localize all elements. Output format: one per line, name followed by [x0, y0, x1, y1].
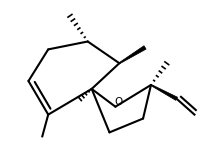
Polygon shape: [119, 46, 146, 64]
Polygon shape: [151, 84, 178, 100]
Text: O: O: [114, 97, 123, 107]
